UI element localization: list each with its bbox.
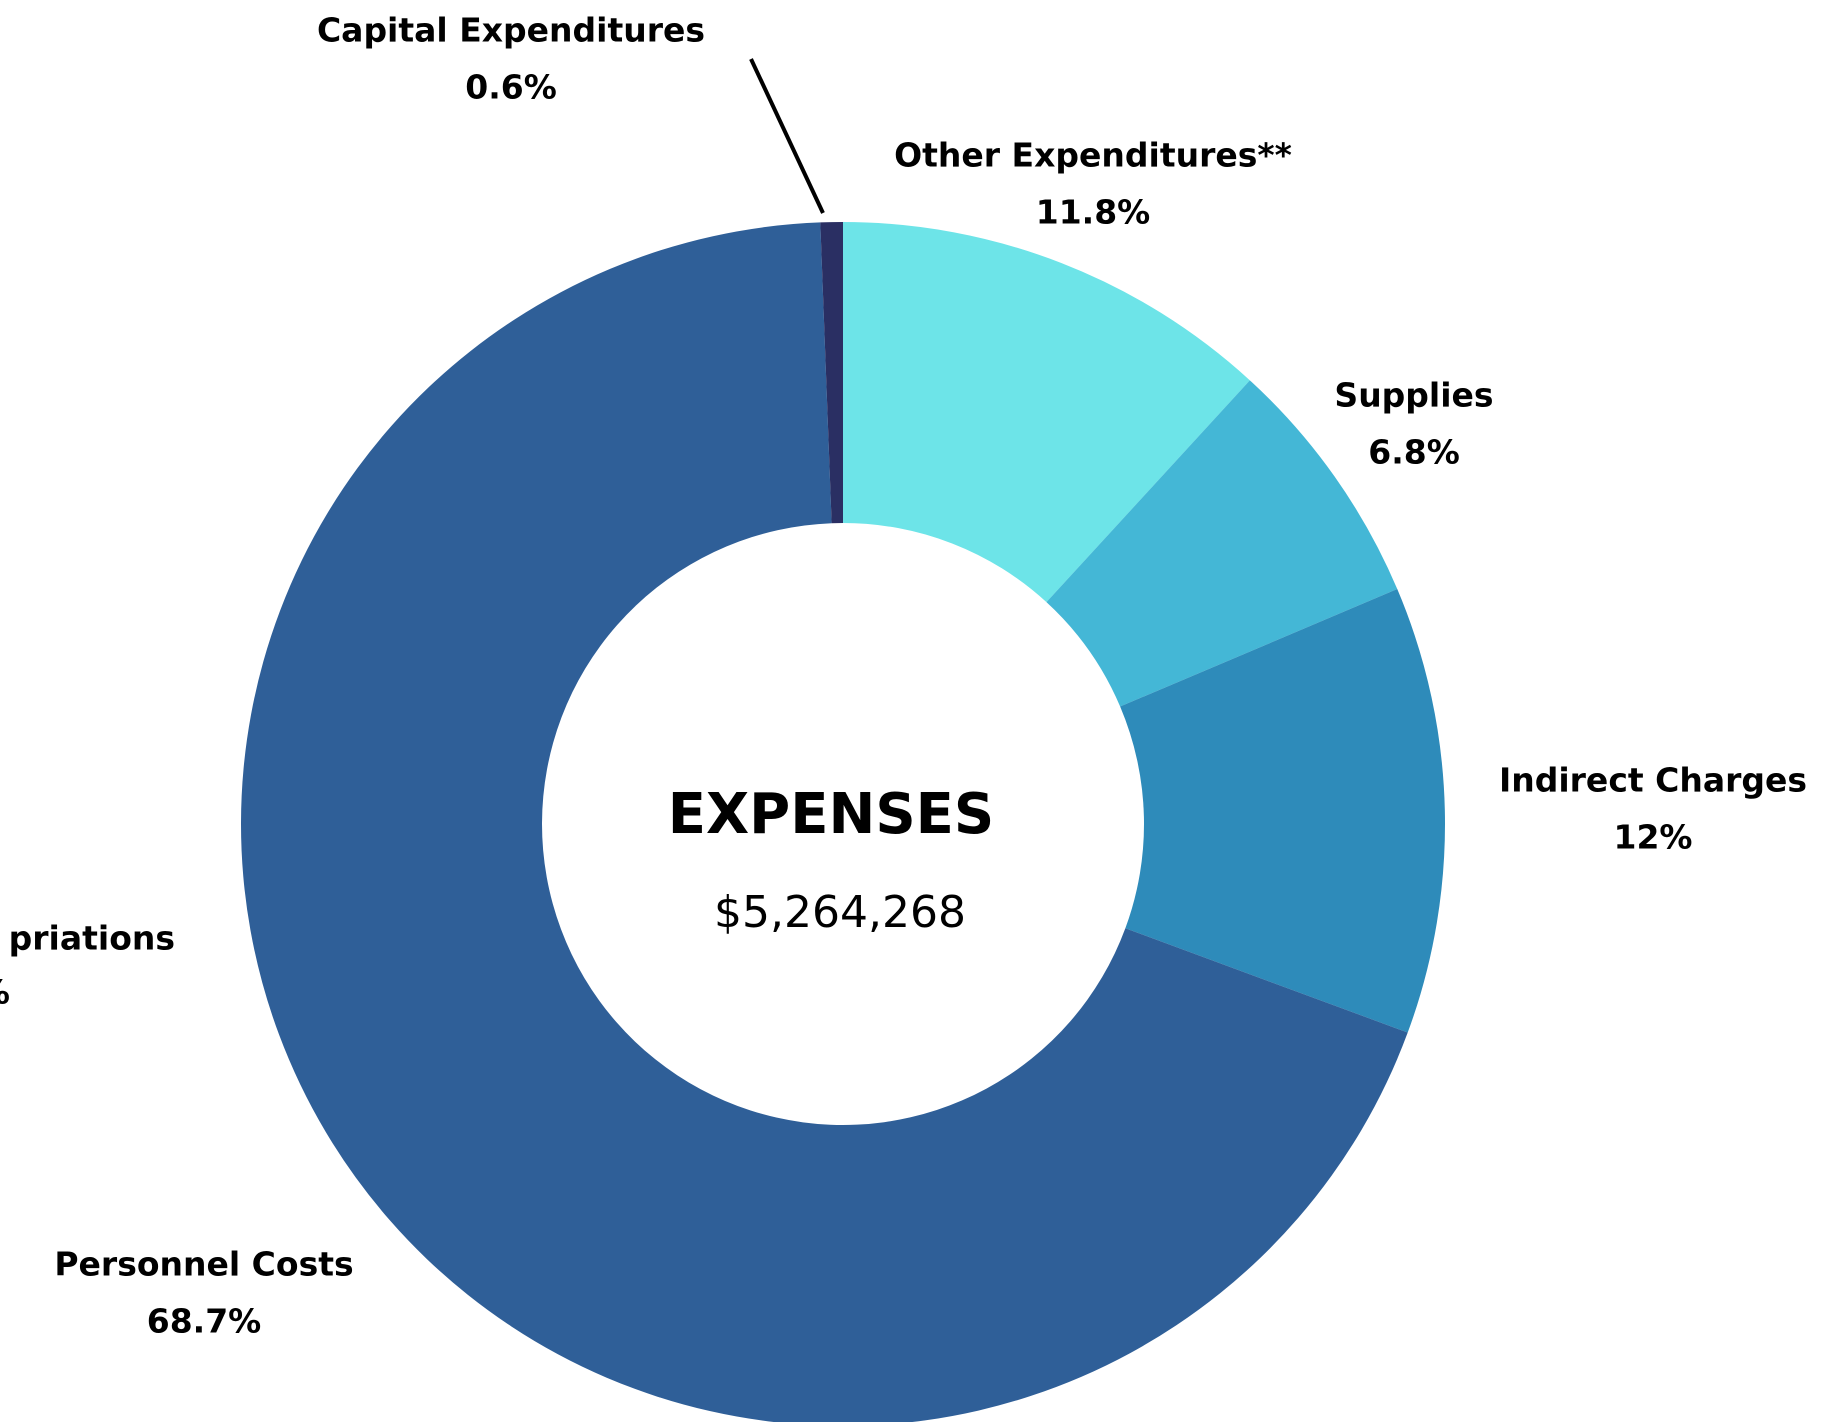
slice-value-label: 68.7% <box>147 1302 262 1341</box>
chart-title: EXPENSES <box>668 782 995 847</box>
slice-label: Personnel Costs <box>54 1245 353 1284</box>
slice-label: Capital Expenditures <box>317 11 705 50</box>
slice-value-label: 12% <box>1614 818 1693 857</box>
annotation: priations <box>9 919 175 958</box>
slice-value-label: 11.8% <box>1036 193 1151 232</box>
leader-line <box>749 58 825 214</box>
slice-label: Indirect Charges <box>1499 761 1807 800</box>
annotation: % <box>0 973 10 1012</box>
donut-slice <box>1120 589 1445 1033</box>
slice-value-label: 0.6% <box>465 68 557 107</box>
slice-value-label: 6.8% <box>1368 433 1460 472</box>
slice-label: Other Expenditures** <box>894 136 1292 175</box>
donut-slice <box>1046 380 1398 707</box>
donut-slice <box>820 222 843 524</box>
slice-label: Supplies <box>1334 376 1493 415</box>
donut-slice <box>241 222 1408 1422</box>
donut-slice <box>843 222 1250 603</box>
chart-subtitle: $5,264,268 <box>714 887 966 938</box>
